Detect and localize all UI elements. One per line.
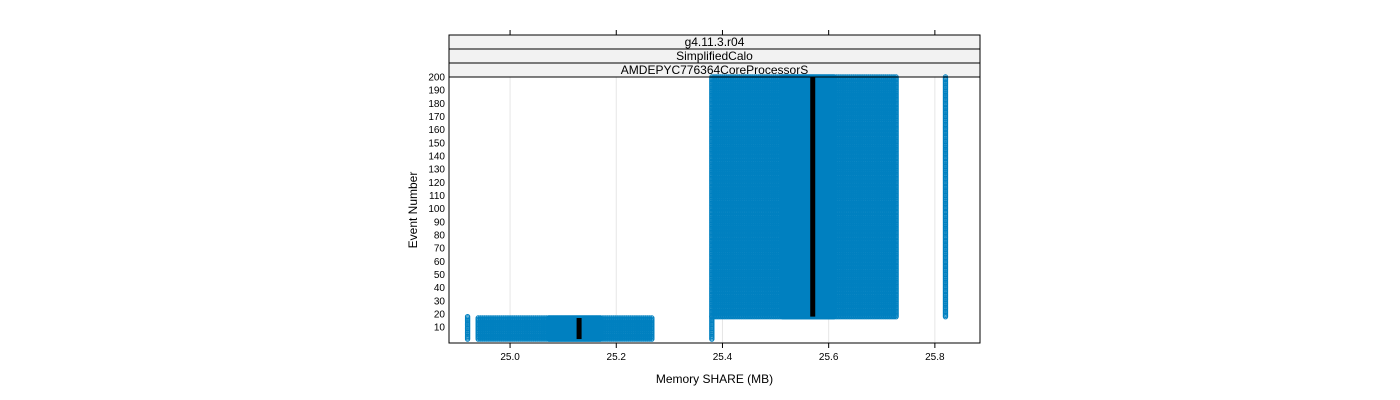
strip-2: SimplifiedCalo <box>449 49 980 63</box>
strip-label-version: g4.11.3.r04 <box>685 35 745 49</box>
strip-1: g4.11.3.r04 <box>449 35 980 49</box>
points-layer <box>465 75 947 341</box>
strip-label-test: SimplifiedCalo <box>676 49 753 63</box>
